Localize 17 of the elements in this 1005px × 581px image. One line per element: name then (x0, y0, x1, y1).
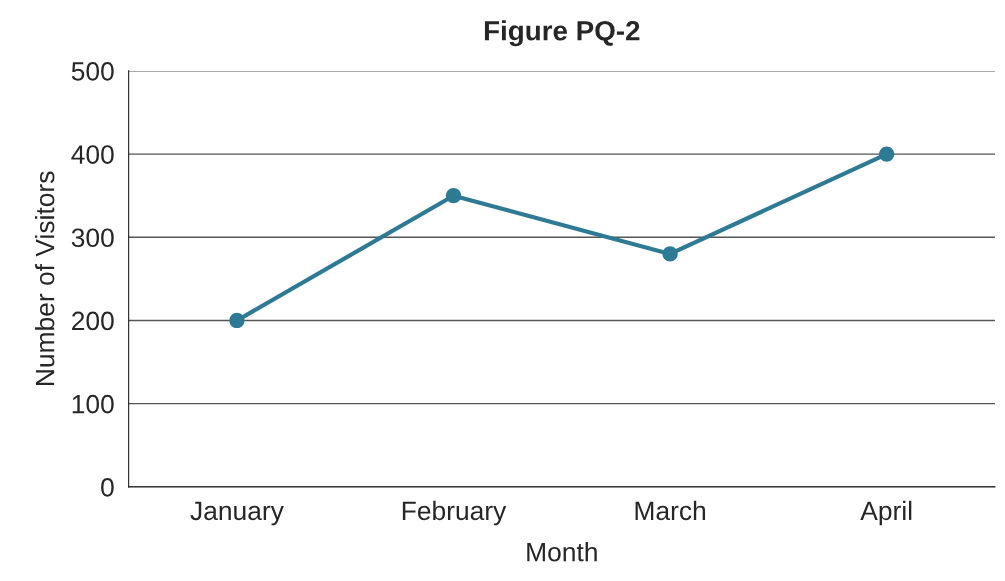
x-tick-label: February (402, 500, 507, 526)
point (229, 312, 245, 329)
y-tick-label: 0 (101, 478, 114, 497)
y-tick-label: 500 (71, 62, 114, 81)
point (662, 246, 678, 262)
point (445, 188, 462, 204)
x-tick-label: April (860, 500, 912, 526)
x-tick-label: January (190, 501, 284, 526)
x-axis-title: Month (527, 542, 597, 562)
y-tick-label: 300 (71, 228, 114, 248)
x-tick-label: March (635, 500, 706, 521)
y-axis-title: Number of Visitors (35, 171, 55, 385)
point (879, 146, 895, 162)
y-tick-label: 200 (72, 311, 114, 331)
chart-title: Figure PQ-2 (484, 20, 640, 47)
y-tick-label: 100 (72, 394, 114, 414)
y-tick-label: 400 (71, 145, 114, 164)
